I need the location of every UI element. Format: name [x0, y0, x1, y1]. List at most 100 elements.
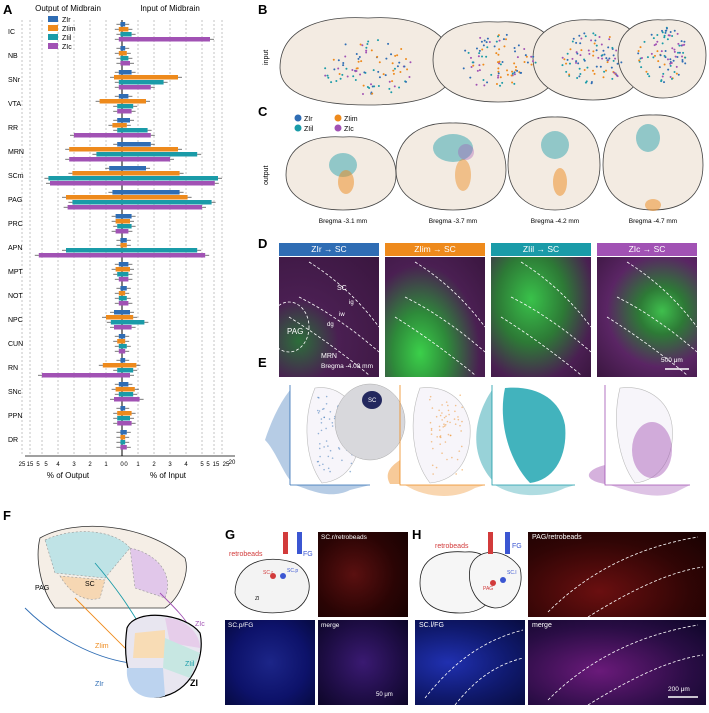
input-dot — [488, 40, 491, 43]
input-dot — [678, 51, 681, 54]
input-dot — [656, 40, 659, 43]
input-dot — [657, 60, 660, 63]
x-tick-left: 15 — [27, 462, 34, 468]
input-dot — [469, 76, 472, 79]
bar-input-zir-pag — [122, 190, 180, 195]
bar-output-ziim-npc — [106, 315, 122, 320]
bar-output-ziim-mrn — [69, 147, 122, 152]
input-dot — [405, 58, 408, 61]
bar-input-ziil-rn — [122, 368, 134, 373]
input-dot — [610, 66, 613, 69]
header-zlr-sc: ZIr → SC — [279, 243, 379, 256]
density-dot — [444, 441, 447, 443]
input-dot — [640, 66, 643, 69]
input-dot — [475, 47, 478, 50]
input-dot — [478, 69, 481, 72]
zi-sc-schematic: SC PAG ZIc ZIil ZIim ZIr ZI — [24, 525, 205, 698]
input-dot — [643, 40, 646, 43]
density-dot — [442, 426, 445, 428]
bar-input-zic-cun — [122, 349, 126, 354]
input-dot — [652, 56, 655, 59]
input-dot — [571, 40, 574, 43]
h-tile-label-2: SC.l/FG — [419, 622, 444, 629]
bar-output-zic-nb — [120, 61, 122, 66]
brain-section-1 — [279, 17, 454, 106]
input-dot — [384, 74, 387, 77]
input-dot — [398, 86, 401, 89]
input-dot — [584, 35, 587, 38]
input-dot — [516, 69, 519, 72]
panel-label-h: H — [412, 527, 422, 542]
input-dot — [530, 63, 533, 66]
h-retrobeads-label: retrobeads — [435, 543, 469, 550]
bar-input-ziil-mpt — [122, 272, 129, 277]
bar-output-zir-nb — [120, 46, 122, 51]
bar-input-ziim-prc — [122, 219, 130, 224]
bar-output-zic-pag — [67, 205, 122, 210]
input-dot — [638, 59, 641, 62]
input-dot — [470, 65, 473, 68]
density-dot — [430, 440, 433, 443]
input-dot — [579, 42, 582, 45]
density-dot — [429, 395, 432, 398]
input-dot — [469, 56, 472, 59]
input-dot — [655, 43, 658, 46]
bar-output-zir-not — [120, 286, 122, 291]
input-dot — [519, 71, 522, 74]
chart-legend: ZIr ZIim ZIil ZIc — [48, 16, 76, 51]
input-dot — [332, 58, 335, 61]
category-label-dr: DR — [8, 437, 18, 444]
bar-output-zir-ppn — [120, 406, 122, 411]
category-label-scm: SCm — [8, 173, 24, 180]
input-dot — [514, 50, 517, 53]
input-dot — [365, 51, 368, 54]
density-dot — [438, 409, 440, 412]
bar-output-ziim-mpt — [115, 267, 122, 272]
input-dot — [462, 67, 465, 70]
input-dot — [595, 65, 598, 68]
bar-output-zic-ppn — [117, 421, 122, 426]
input-dot — [497, 35, 500, 38]
bar-output-zir-ic — [120, 22, 122, 27]
input-dot — [409, 61, 412, 64]
bar-input-zic-scm — [122, 181, 215, 186]
panel-label-e: E — [258, 355, 267, 370]
category-label-snr: SNr — [8, 77, 21, 84]
density-dot — [435, 466, 438, 469]
legend-label-zlr: ZIr — [62, 17, 71, 24]
input-dot — [669, 31, 672, 34]
bar-output-zic-vta — [117, 109, 122, 114]
density-dot — [331, 422, 334, 424]
input-dot — [660, 50, 663, 53]
input-dot — [595, 44, 598, 47]
input-dot — [561, 64, 564, 67]
x-tick-right: 1 — [136, 462, 140, 468]
inset-brain — [334, 383, 406, 461]
bregma-c-3: Bregma -4.2 mm — [531, 218, 579, 225]
density-dot — [448, 413, 450, 416]
input-dot — [615, 49, 618, 52]
bar-output-ziil-nb — [120, 56, 122, 61]
f-label-zlil: ZIil — [185, 661, 195, 668]
density-dot — [441, 412, 443, 414]
legend-label-zlil: ZIil — [62, 35, 72, 42]
input-dot — [342, 64, 345, 67]
input-dot — [601, 57, 604, 60]
density-dot — [460, 445, 463, 448]
density-dot — [429, 421, 432, 424]
input-dot — [513, 62, 516, 65]
category-label-prc: PRC — [8, 221, 23, 228]
input-dot — [677, 42, 680, 45]
input-dot — [646, 56, 649, 59]
input-cell-dots — [324, 26, 687, 96]
label-sc: SC — [337, 285, 347, 292]
input-dot — [661, 31, 664, 34]
bar-input-zir-snc — [122, 382, 129, 387]
input-dot — [593, 42, 596, 45]
input-dot — [608, 57, 611, 60]
input-dot — [358, 55, 361, 58]
input-dot — [666, 38, 669, 41]
h-scl-label: SC.l — [507, 570, 516, 576]
bar-input-zic-snc — [122, 397, 140, 402]
input-dot — [467, 51, 470, 54]
